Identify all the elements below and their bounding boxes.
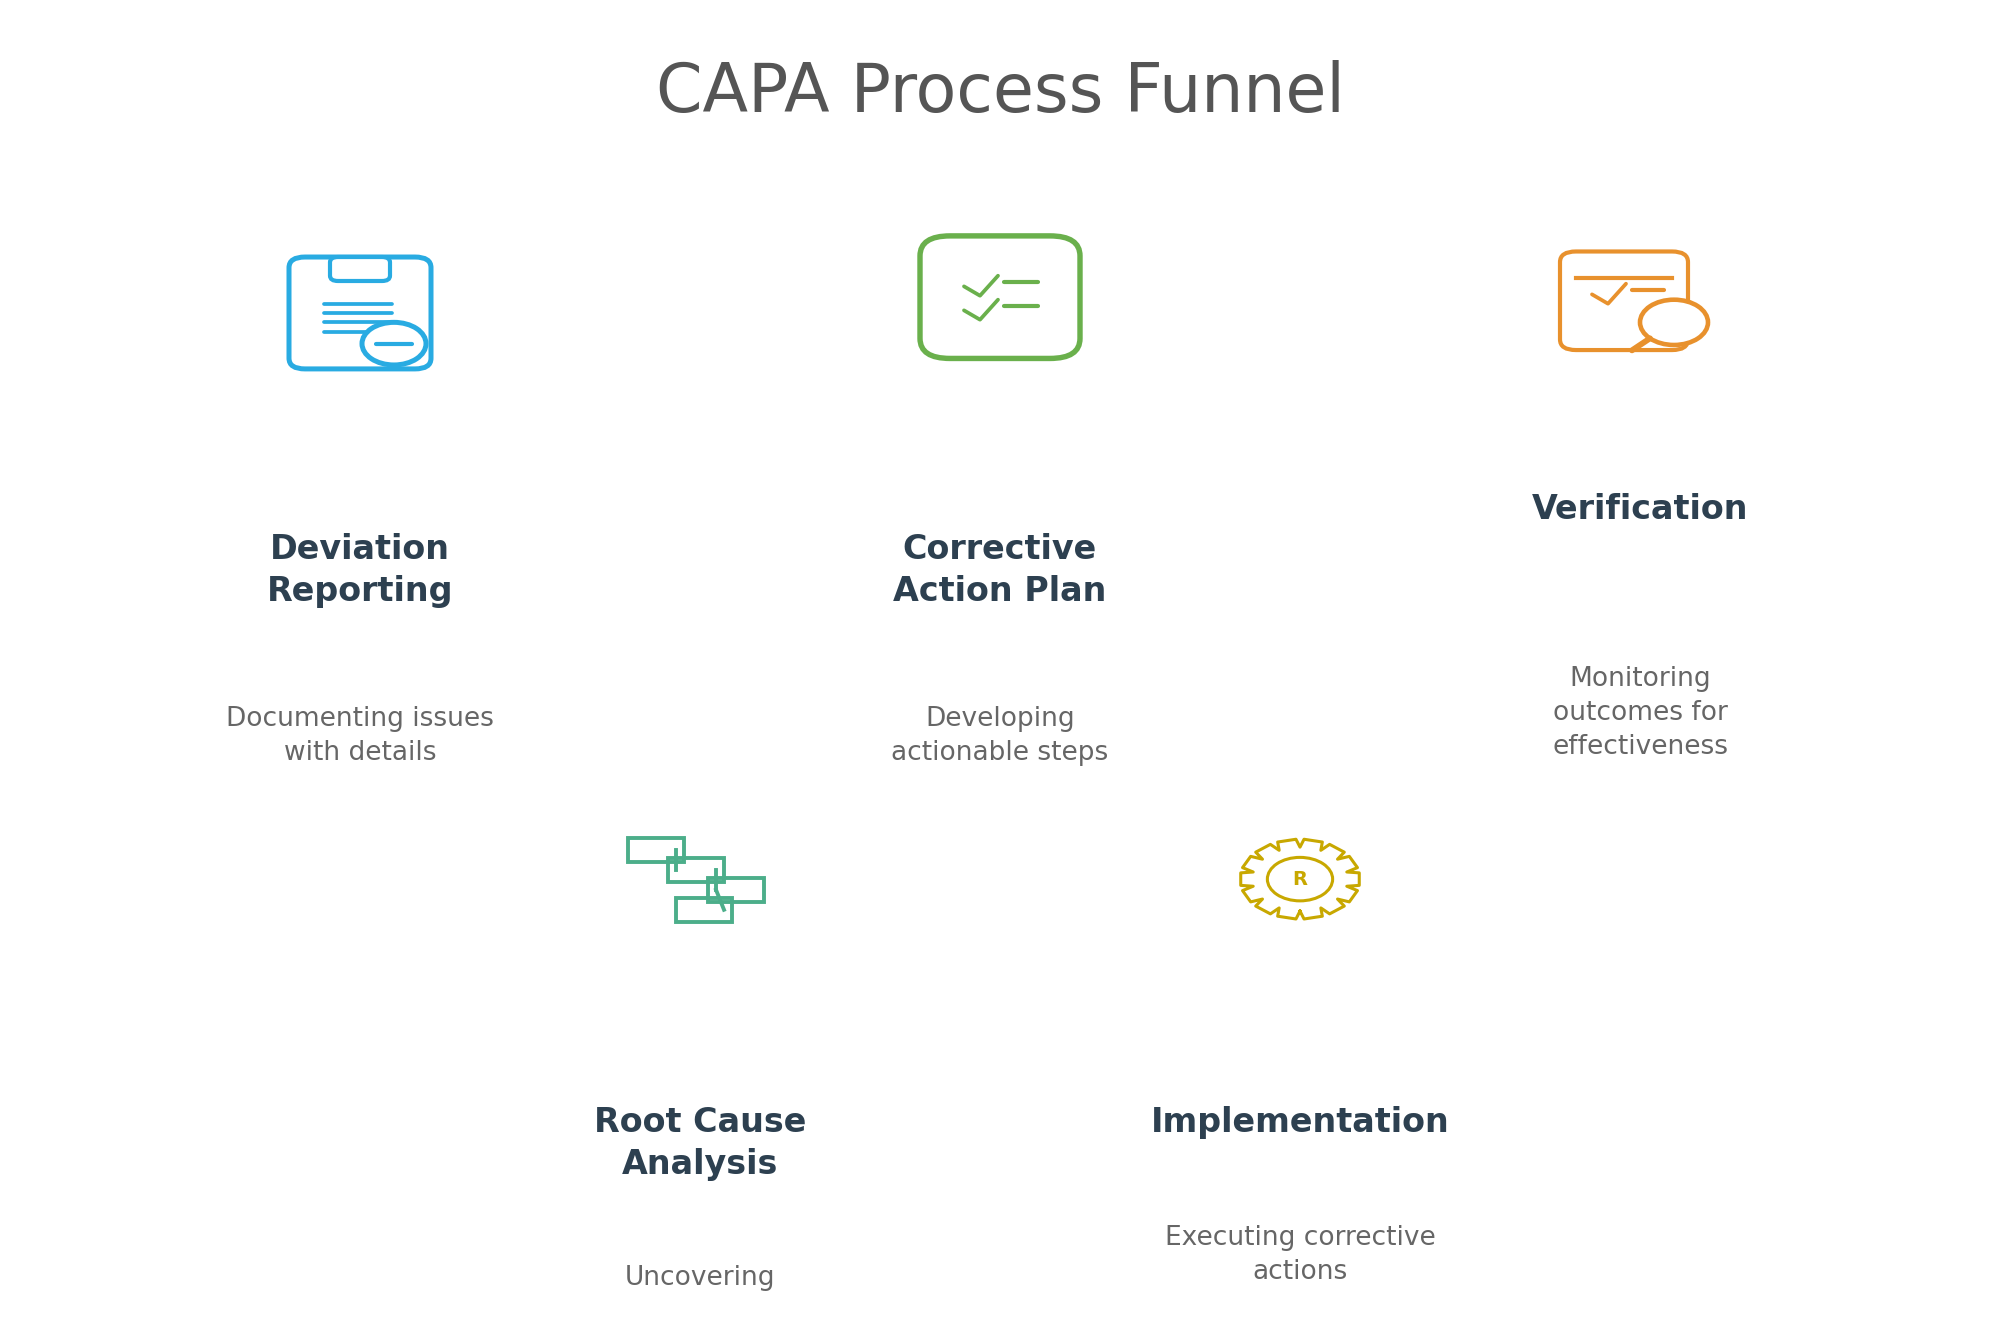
Text: Monitoring
outcomes for
effectiveness: Monitoring outcomes for effectiveness bbox=[1552, 666, 1728, 761]
Text: Corrective
Action Plan: Corrective Action Plan bbox=[894, 533, 1106, 607]
Circle shape bbox=[1268, 858, 1332, 900]
Circle shape bbox=[1640, 300, 1708, 345]
Text: Verification: Verification bbox=[1532, 493, 1748, 526]
Text: Uncovering: Uncovering bbox=[624, 1265, 776, 1292]
Text: Developing
actionable steps: Developing actionable steps bbox=[892, 706, 1108, 766]
Text: CAPA Process Funnel: CAPA Process Funnel bbox=[656, 60, 1344, 127]
Text: Deviation
Reporting: Deviation Reporting bbox=[266, 533, 454, 607]
Text: R: R bbox=[1292, 870, 1308, 888]
FancyBboxPatch shape bbox=[330, 257, 390, 281]
Text: Root Cause
Analysis: Root Cause Analysis bbox=[594, 1106, 806, 1180]
Text: Executing corrective
actions: Executing corrective actions bbox=[1164, 1225, 1436, 1285]
Circle shape bbox=[362, 322, 426, 365]
Text: Implementation: Implementation bbox=[1150, 1106, 1450, 1139]
Text: Documenting issues
with details: Documenting issues with details bbox=[226, 706, 494, 766]
